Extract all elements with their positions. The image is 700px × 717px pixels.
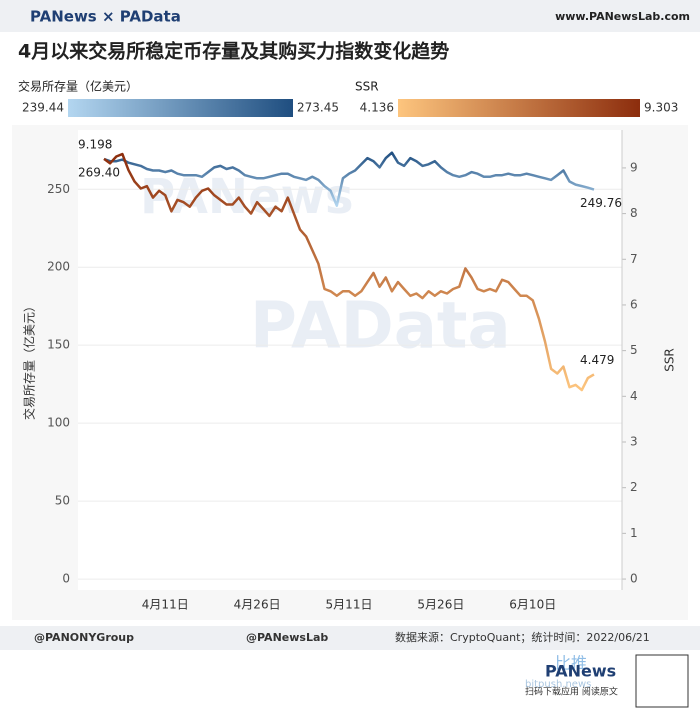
qr-code xyxy=(635,654,689,708)
site: www.PANewsLab.com xyxy=(555,10,690,23)
x-tick-label: 4月26日 xyxy=(234,598,281,612)
value-label: 4.479 xyxy=(580,353,614,367)
legend-min: 239.44 xyxy=(22,101,64,115)
y2-tick-label: 2 xyxy=(630,480,638,494)
y2-tick-label: 9 xyxy=(630,160,638,174)
app-site: bitpush.news xyxy=(525,679,591,690)
legend-colorbar xyxy=(68,99,293,117)
logo: PANews xyxy=(545,662,616,681)
y-tick-label: 150 xyxy=(47,338,70,352)
y-axis-label: 交易所存量（亿美元） xyxy=(22,300,37,420)
source: 数据来源：CryptoQuant；统计时间：2022/06/21 xyxy=(395,630,650,644)
footer-bar xyxy=(0,626,700,650)
y2-tick-label: 0 xyxy=(630,572,638,586)
x-tick-label: 4月11日 xyxy=(142,598,189,612)
legend-max: 9.303 xyxy=(644,101,678,115)
scan-note: 扫码下载应用 阅读原文 xyxy=(525,686,618,698)
y-tick-label: 50 xyxy=(55,494,70,508)
watermark: PANews xyxy=(140,169,354,225)
value-label: 9.198 xyxy=(78,137,112,151)
app-name: 比推 xyxy=(555,654,587,673)
y2-tick-label: 6 xyxy=(630,297,638,311)
legend-title: SSR xyxy=(355,80,379,94)
x-tick-label: 5月26日 xyxy=(417,598,464,612)
line xyxy=(103,152,595,392)
y2-tick-label: 3 xyxy=(630,434,638,448)
watermark: PAData xyxy=(250,290,511,364)
legend-max: 273.45 xyxy=(297,101,339,115)
value-label: 249.76 xyxy=(580,196,622,210)
chart-title: 4月以来交易所稳定币存量及其购买力指数变化趋势 xyxy=(18,40,449,63)
y2-tick-label: 7 xyxy=(630,252,638,266)
legend-min: 4.136 xyxy=(360,101,394,115)
y2-axis-label: SSR xyxy=(663,348,677,372)
twitter: @PANONYGroup xyxy=(34,631,134,644)
x-tick-label: 6月10日 xyxy=(509,598,556,612)
value-label: 269.40 xyxy=(78,166,120,180)
y-tick-label: 250 xyxy=(47,182,70,196)
y2-tick-label: 1 xyxy=(630,526,638,540)
y2-tick-label: 4 xyxy=(630,389,638,403)
line xyxy=(103,151,595,207)
header-bar xyxy=(0,0,700,32)
facebook: @PANewsLab xyxy=(246,631,328,644)
y2-tick-label: 8 xyxy=(630,206,638,220)
x-tick-label: 5月11日 xyxy=(326,598,373,612)
brand: PANews × PAData xyxy=(30,8,181,26)
y-tick-label: 100 xyxy=(47,416,70,430)
y2-tick-label: 5 xyxy=(630,343,638,357)
y-tick-label: 0 xyxy=(62,572,70,586)
legend-title: 交易所存量（亿美元） xyxy=(18,79,138,94)
y-tick-label: 200 xyxy=(47,260,70,274)
legend-colorbar xyxy=(398,99,640,117)
